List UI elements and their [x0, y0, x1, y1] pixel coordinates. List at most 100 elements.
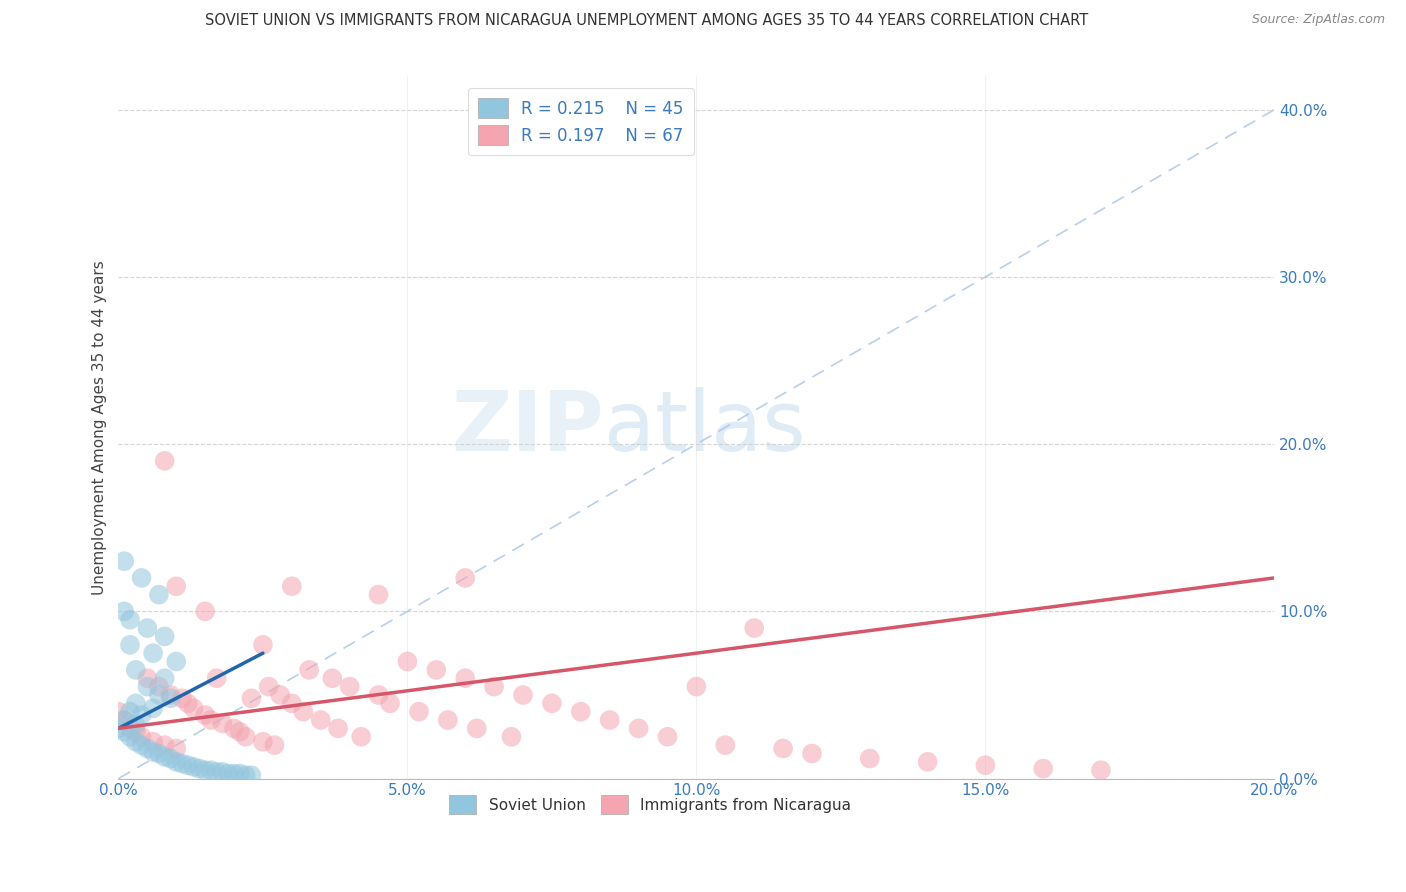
Point: [118, 730, 141, 744]
Text: SOVIET UNION VS IMMIGRANTS FROM NICARAGUA UNEMPLOYMENT AMONG AGES 35 TO 44 YEARS: SOVIET UNION VS IMMIGRANTS FROM NICARAGU…: [205, 13, 1088, 29]
Point: [194, 763, 217, 777]
Point: [229, 766, 252, 780]
Point: [257, 680, 280, 694]
Point: [281, 579, 304, 593]
Point: [170, 756, 193, 771]
Point: [131, 571, 153, 585]
Point: [112, 724, 135, 739]
Point: [118, 722, 141, 736]
Point: [159, 751, 181, 765]
Point: [599, 713, 621, 727]
Point: [211, 764, 233, 779]
Point: [396, 655, 419, 669]
Point: [136, 680, 159, 694]
Point: [454, 671, 477, 685]
Point: [131, 708, 153, 723]
Point: [118, 613, 141, 627]
Point: [281, 696, 304, 710]
Point: [657, 730, 679, 744]
Point: [742, 621, 765, 635]
Point: [252, 735, 274, 749]
Point: [165, 655, 187, 669]
Point: [183, 760, 205, 774]
Point: [142, 745, 165, 759]
Point: [1090, 763, 1112, 777]
Point: [125, 724, 148, 739]
Point: [112, 713, 135, 727]
Text: ZIP: ZIP: [451, 387, 605, 468]
Point: [269, 688, 291, 702]
Point: [148, 688, 170, 702]
Point: [159, 691, 181, 706]
Point: [367, 588, 389, 602]
Point: [229, 724, 252, 739]
Point: [153, 454, 176, 468]
Point: [512, 688, 534, 702]
Y-axis label: Unemployment Among Ages 35 to 44 years: Unemployment Among Ages 35 to 44 years: [93, 260, 107, 595]
Point: [627, 722, 650, 736]
Text: atlas: atlas: [605, 387, 806, 468]
Point: [112, 554, 135, 568]
Point: [136, 741, 159, 756]
Point: [200, 763, 222, 777]
Point: [217, 766, 239, 780]
Point: [159, 688, 181, 702]
Point: [1032, 762, 1054, 776]
Point: [482, 680, 505, 694]
Text: Source: ZipAtlas.com: Source: ZipAtlas.com: [1251, 13, 1385, 27]
Point: [125, 735, 148, 749]
Point: [240, 691, 263, 706]
Point: [367, 688, 389, 702]
Point: [222, 722, 245, 736]
Point: [211, 716, 233, 731]
Point: [142, 646, 165, 660]
Point: [142, 735, 165, 749]
Point: [425, 663, 447, 677]
Point: [235, 768, 257, 782]
Point: [170, 691, 193, 706]
Point: [437, 713, 460, 727]
Point: [235, 730, 257, 744]
Point: [454, 571, 477, 585]
Point: [148, 588, 170, 602]
Legend: Soviet Union, Immigrants from Nicaragua: Soviet Union, Immigrants from Nicaragua: [443, 789, 858, 820]
Point: [118, 638, 141, 652]
Point: [240, 768, 263, 782]
Point: [205, 764, 228, 779]
Point: [165, 755, 187, 769]
Point: [107, 705, 129, 719]
Point: [153, 671, 176, 685]
Point: [501, 730, 523, 744]
Point: [188, 762, 211, 776]
Point: [569, 705, 592, 719]
Point: [321, 671, 343, 685]
Point: [309, 713, 332, 727]
Point: [142, 701, 165, 715]
Point: [153, 738, 176, 752]
Point: [917, 755, 939, 769]
Point: [125, 718, 148, 732]
Point: [772, 741, 794, 756]
Point: [125, 696, 148, 710]
Point: [112, 604, 135, 618]
Point: [339, 680, 361, 694]
Point: [131, 730, 153, 744]
Point: [194, 708, 217, 723]
Point: [118, 705, 141, 719]
Point: [298, 663, 321, 677]
Point: [107, 722, 129, 736]
Point: [801, 747, 824, 761]
Point: [125, 663, 148, 677]
Point: [153, 749, 176, 764]
Point: [222, 766, 245, 780]
Point: [859, 751, 882, 765]
Point: [177, 696, 200, 710]
Point: [112, 713, 135, 727]
Point: [408, 705, 430, 719]
Point: [252, 638, 274, 652]
Point: [378, 696, 401, 710]
Point: [292, 705, 315, 719]
Point: [205, 671, 228, 685]
Point: [465, 722, 488, 736]
Point: [714, 738, 737, 752]
